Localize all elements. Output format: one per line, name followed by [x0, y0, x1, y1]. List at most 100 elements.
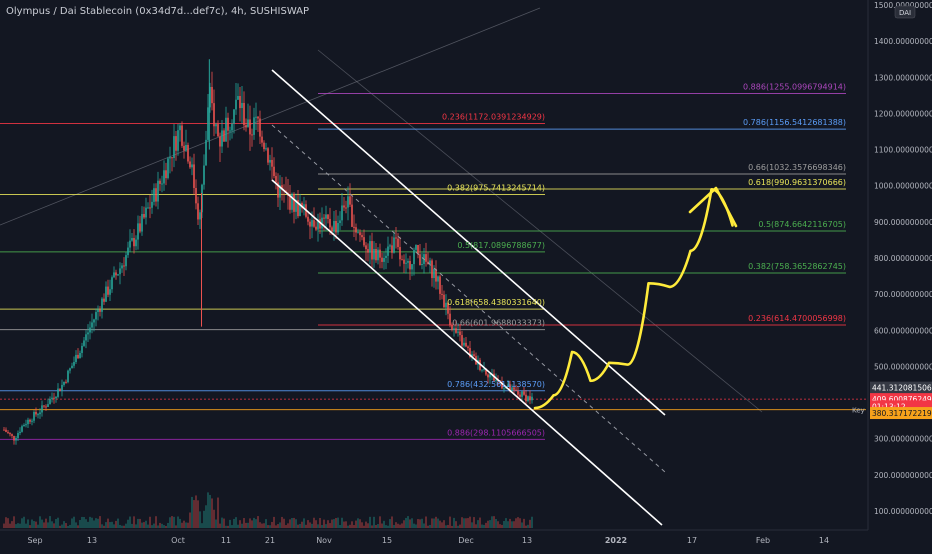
volume-bar: [425, 516, 427, 528]
volume-bar: [273, 516, 275, 528]
candle-body: [269, 159, 271, 163]
candle-body: [411, 264, 413, 270]
fib-right-label: 0.66(1032.3576698346): [748, 163, 846, 172]
volume-bar: [373, 516, 375, 528]
candle-body: [61, 384, 63, 391]
candle-body: [365, 245, 367, 250]
candle-body: [383, 257, 385, 262]
volume-bar: [85, 519, 87, 528]
volume-bar: [413, 523, 415, 528]
fib-left-label: 0.786(432.5611138570): [447, 380, 545, 389]
candle-body: [443, 294, 445, 308]
volume-bar: [519, 518, 521, 528]
volume-bar: [329, 523, 331, 528]
candle-body: [107, 286, 109, 295]
candle-body: [241, 102, 243, 109]
volume-bar: [427, 525, 429, 528]
volume-bar: [443, 520, 445, 528]
candle-body: [315, 226, 317, 230]
volume-bar: [365, 521, 367, 528]
volume-bar: [63, 521, 65, 528]
volume-bar: [453, 517, 455, 528]
candle-body: [229, 130, 231, 132]
candle-body: [347, 196, 349, 208]
candle-body: [471, 354, 473, 357]
volume-bar: [105, 522, 107, 528]
candle-body: [415, 245, 417, 250]
candle-body: [77, 354, 79, 359]
candle-body: [171, 157, 173, 159]
volume-bar: [253, 517, 255, 528]
volume-bar: [455, 521, 457, 528]
candle-body: [519, 394, 521, 397]
volume-bar: [21, 518, 23, 528]
candle-body: [153, 188, 155, 202]
volume-bar: [319, 517, 321, 528]
candle-body: [199, 212, 201, 220]
volume-bar: [343, 521, 345, 528]
volume-bar: [79, 519, 81, 528]
volume-bar: [391, 516, 393, 528]
candle-body: [369, 241, 371, 253]
volume-bar: [13, 516, 15, 528]
candle-body: [215, 124, 217, 127]
candle-body: [351, 204, 353, 227]
x-tick-label: 17: [687, 536, 697, 545]
volume-bar: [491, 516, 493, 528]
fib-left-label: 0.618(658.4380331640): [447, 298, 545, 307]
y-tick-label: 1400.0000000000: [874, 37, 932, 46]
candle-body: [101, 298, 103, 312]
volume-bar: [475, 524, 477, 528]
candle-body: [327, 214, 329, 219]
candle-body: [355, 227, 357, 233]
candle-body: [51, 397, 53, 399]
candle-body: [209, 86, 211, 108]
volume-bar: [525, 525, 527, 528]
candle-body: [13, 435, 15, 441]
volume-bar: [121, 525, 123, 528]
volume-bar: [259, 522, 261, 528]
volume-bar: [423, 523, 425, 528]
candle-body: [297, 199, 299, 217]
x-tick-label: 13: [87, 536, 97, 545]
volume-bar: [165, 525, 167, 528]
volume-bar: [103, 525, 105, 528]
volume-bar: [469, 516, 471, 528]
candle-body: [391, 245, 393, 253]
volume-bar: [167, 522, 169, 528]
volume-bar: [67, 525, 69, 528]
volume-bar: [205, 505, 207, 528]
candle-body: [65, 381, 67, 383]
candle-body: [511, 387, 513, 392]
candle-body: [515, 389, 517, 392]
candle-body: [329, 218, 331, 228]
candle-body: [453, 328, 455, 330]
candle-body: [131, 238, 133, 241]
candle-body: [311, 220, 313, 227]
volume-bar: [293, 517, 295, 528]
candle-body: [97, 309, 99, 313]
trend-line-upper: [0, 7, 541, 226]
candle-body: [389, 245, 391, 247]
candle-body: [435, 268, 437, 282]
candle-body: [123, 265, 125, 267]
x-tick-label: 13: [522, 536, 532, 545]
candle-body: [289, 195, 291, 210]
candle-body: [253, 117, 255, 135]
volume-bar: [227, 525, 229, 528]
volume-bar: [385, 525, 387, 528]
volume-bar: [47, 522, 49, 528]
currency-badge[interactable]: [894, 5, 916, 19]
volume-bar: [49, 516, 51, 528]
volume-bar: [323, 519, 325, 528]
volume-bar: [135, 524, 137, 528]
candle-body: [239, 96, 241, 109]
volume-bar: [145, 520, 147, 528]
candle-body: [99, 309, 101, 312]
volume-bar: [191, 496, 193, 528]
candle-body: [317, 219, 319, 230]
candle-body: [237, 96, 239, 100]
volume-bar: [283, 518, 285, 528]
